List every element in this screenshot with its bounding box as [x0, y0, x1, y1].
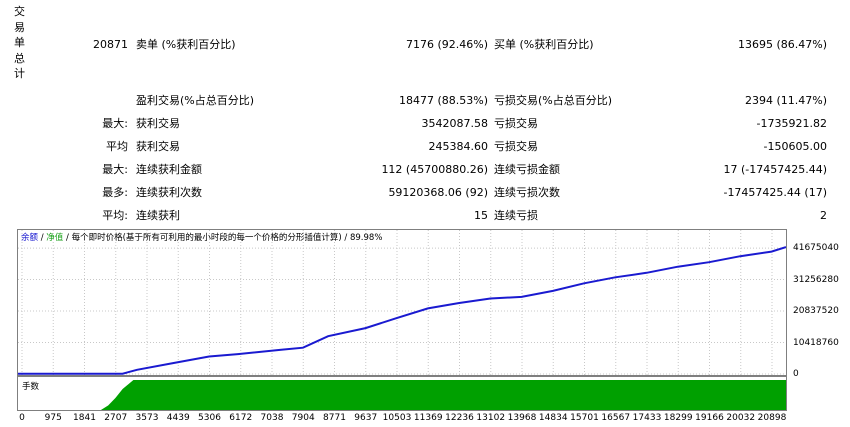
y-tick-label: 20837520 — [793, 306, 839, 317]
max-consecutive-wins-amount-label: 连续获利金额 — [136, 163, 202, 176]
balance-chart-panel: 余额 / 净值 / 每个即时价格(基于所有可利用的最小时段的每一个价格的分形插值… — [17, 229, 787, 376]
x-tick-label: 13102 — [476, 413, 506, 423]
loss-trades-value: 2394 (11.47%) — [744, 94, 827, 107]
side-char: 计 — [14, 67, 25, 80]
x-tick-label: 19166 — [695, 413, 724, 423]
x-tick-label: 10503 — [382, 413, 412, 423]
x-tick-label: 20898 — [757, 413, 787, 423]
largest-profit-label: 获利交易 — [136, 117, 180, 130]
average-consecutive-losses-label: 连续亏损 — [494, 209, 538, 222]
average-consecutive-wins-value: 15 — [474, 209, 488, 222]
loss-trades-label: 亏损交易(%占总百分比) — [494, 94, 613, 107]
max-consecutive-losses-amount-label: 连续亏损金额 — [494, 163, 560, 176]
total-trades-value: 20871 — [93, 38, 128, 51]
side-char: 交 — [14, 5, 25, 18]
average-profit-value: 245384.60 — [428, 140, 489, 153]
short-trades-label: 卖单 (%获利百分比) — [136, 38, 236, 51]
average-loss-value: -150605.00 — [763, 140, 827, 153]
max-consecutive-losses-count-label: 连续亏损次数 — [494, 186, 560, 199]
balance-line — [18, 246, 786, 375]
y-tick-label: 41675040 — [793, 243, 839, 254]
x-tick-label: 20032 — [726, 413, 756, 423]
x-tick-label: 12236 — [445, 413, 474, 423]
largest-profit-value: 3542087.58 — [421, 117, 488, 130]
x-tick-label: 8771 — [323, 413, 346, 423]
volume-panel: 手数 — [17, 376, 787, 411]
long-trades-value: 13695 (86.47%) — [737, 38, 827, 51]
max-consecutive-losses-count-value: -17457425.44 (17) — [723, 186, 827, 199]
x-tick-label: 3573 — [135, 413, 159, 423]
x-tick-label: 13968 — [507, 413, 537, 423]
x-tick-label: 7038 — [260, 413, 284, 423]
profit-trades-label: 盈利交易(%占总百分比) — [136, 94, 255, 107]
x-tick-label: 4439 — [166, 413, 190, 423]
x-tick-label: 2707 — [104, 413, 128, 423]
average-consecutive-losses-value: 2 — [820, 209, 827, 222]
x-tick-label: 5306 — [198, 413, 221, 423]
x-tick-label: 14834 — [538, 413, 568, 423]
legend-balance: 余额 — [21, 233, 39, 243]
volume-label: 手数 — [22, 382, 40, 392]
legend-description: / 每个即时价格(基于所有可利用的最小时段的每一个价格的分形插值计算) / 89… — [63, 233, 383, 243]
side-char: 易 — [14, 20, 25, 34]
balance-chart-svg — [18, 230, 786, 375]
volume-svg — [18, 380, 786, 410]
x-tick-label: 11369 — [413, 413, 443, 423]
side-char: 总 — [14, 51, 25, 65]
y-tick-label: 0 — [793, 369, 799, 379]
x-tick-label: 16567 — [601, 413, 631, 423]
trade-summary-vertical-label: 交 易 单 总 计 — [14, 4, 28, 82]
legend-equity: 净值 — [46, 233, 64, 243]
long-trades-label: 买单 (%获利百分比) — [494, 38, 594, 51]
side-char: 单 — [14, 36, 25, 49]
max-consecutive-wins-count-value: 59120368.06 (92) — [388, 186, 488, 199]
x-tick-label: 6172 — [229, 413, 253, 423]
chart-legend: 余额 / 净值 / 每个即时价格(基于所有可利用的最小时段的每一个价格的分形插值… — [21, 233, 382, 244]
x-tick-label: 18299 — [663, 413, 693, 423]
max-consecutive-losses-amount-value: 17 (-17457425.44) — [723, 163, 827, 176]
max-consecutive-wins-amount-value: 112 (45700880.26) — [381, 163, 488, 176]
y-tick-label: 31256280 — [793, 274, 839, 285]
row-prefix: 最多: — [102, 186, 128, 199]
max-consecutive-wins-count-label: 连续获利次数 — [136, 186, 202, 199]
x-tick-label: 975 — [44, 413, 62, 423]
x-tick-label: 17433 — [632, 413, 662, 423]
average-consecutive-wins-label: 连续获利 — [136, 209, 180, 222]
average-loss-label: 亏损交易 — [494, 140, 538, 153]
legend-separator: / — [38, 233, 47, 243]
x-tick-label: 7904 — [291, 413, 315, 423]
row-prefix: 最大: — [102, 117, 128, 130]
short-trades-value: 7176 (92.46%) — [405, 38, 488, 51]
x-tick-label: 9637 — [354, 413, 378, 423]
row-prefix: 平均 — [106, 140, 128, 153]
largest-loss-label: 亏损交易 — [494, 117, 538, 130]
average-profit-label: 获利交易 — [136, 140, 180, 153]
largest-loss-value: -1735921.82 — [756, 117, 827, 130]
x-tick-label: 1841 — [73, 413, 96, 423]
volume-area — [18, 380, 786, 410]
row-prefix: 平均: — [102, 209, 128, 222]
profit-trades-value: 18477 (88.53%) — [398, 94, 488, 107]
x-tick-label: 0 — [19, 413, 25, 423]
row-prefix: 最大: — [102, 163, 128, 176]
x-tick-label: 15701 — [570, 413, 599, 423]
y-tick-label: 10418760 — [793, 337, 839, 348]
